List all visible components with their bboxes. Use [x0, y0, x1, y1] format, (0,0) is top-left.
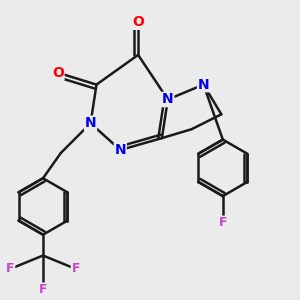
Text: O: O [52, 66, 64, 80]
Text: N: N [198, 78, 209, 92]
Text: F: F [71, 262, 80, 275]
Text: F: F [219, 216, 227, 229]
Text: F: F [6, 262, 15, 275]
Text: O: O [132, 15, 144, 29]
Text: N: N [115, 143, 126, 157]
Text: N: N [162, 92, 174, 106]
Text: F: F [39, 283, 47, 296]
Text: N: N [85, 116, 96, 130]
